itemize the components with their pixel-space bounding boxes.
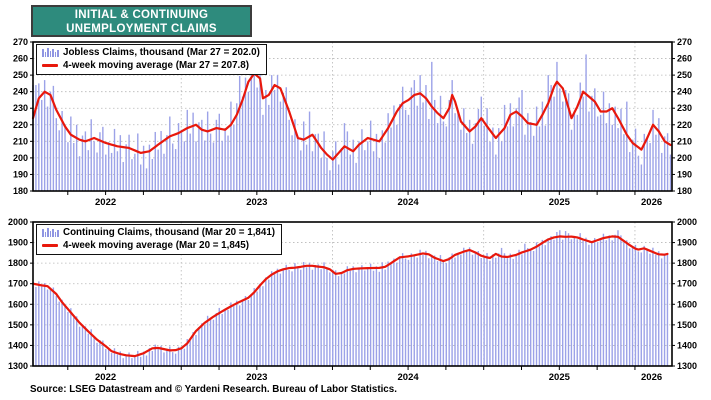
svg-text:1800: 1800 (8, 258, 28, 268)
svg-text:250: 250 (13, 70, 28, 80)
svg-text:2024: 2024 (398, 372, 420, 383)
svg-text:240: 240 (677, 87, 692, 97)
svg-text:2025: 2025 (549, 372, 571, 383)
bar-series-icon (42, 227, 59, 238)
legend-label-jobless-claims: Jobless Claims, thousand (Mar 27 = 202.0… (63, 47, 260, 58)
svg-text:240: 240 (13, 87, 28, 97)
svg-text:190: 190 (677, 169, 692, 179)
svg-text:2023: 2023 (246, 372, 267, 383)
svg-text:220: 220 (13, 120, 28, 130)
svg-text:2022: 2022 (95, 372, 116, 383)
svg-text:260: 260 (13, 54, 28, 64)
svg-text:1500: 1500 (677, 320, 697, 330)
svg-text:270: 270 (13, 37, 28, 47)
chart-title-line1: INITIAL & CONTINUING (74, 9, 209, 21)
svg-text:250: 250 (677, 70, 692, 80)
svg-text:1600: 1600 (8, 299, 28, 309)
legend-label-continuing-claims: Continuing Claims, thousand (Mar 20 = 1,… (63, 227, 276, 238)
svg-text:1900: 1900 (677, 238, 697, 248)
svg-text:2025: 2025 (549, 197, 571, 208)
svg-text:190: 190 (13, 169, 28, 179)
chart-title-line2: UNEMPLOYMENT CLAIMS (66, 23, 217, 35)
svg-text:1400: 1400 (677, 340, 697, 350)
ma-line-icon (42, 64, 58, 67)
svg-text:210: 210 (13, 136, 28, 146)
svg-text:1300: 1300 (8, 361, 28, 371)
legend-row-bars: Continuing Claims, thousand (Mar 20 = 1,… (42, 226, 275, 239)
legend-row-ma: 4-week moving average (Mar 20 = 1,845) (42, 239, 275, 252)
svg-text:2000: 2000 (8, 217, 28, 227)
svg-text:270: 270 (677, 37, 692, 47)
svg-text:2026: 2026 (641, 197, 662, 208)
svg-text:220: 220 (677, 120, 692, 130)
source-attribution: Source: LSEG Datastream and © Yardeni Re… (30, 384, 397, 395)
svg-text:1800: 1800 (677, 258, 697, 268)
svg-text:200: 200 (677, 153, 692, 163)
ma-line-icon (42, 244, 58, 247)
legend-label-jobless-ma: 4-week moving average (Mar 27 = 207.8) (63, 60, 249, 71)
legend-initial-claims: Jobless Claims, thousand (Mar 27 = 202.0… (36, 44, 267, 75)
legend-row-ma: 4-week moving average (Mar 27 = 207.8) (42, 59, 260, 72)
legend-label-continuing-ma: 4-week moving average (Mar 20 = 1,845) (63, 240, 249, 251)
svg-text:2024: 2024 (398, 197, 420, 208)
svg-text:2022: 2022 (95, 197, 116, 208)
chart-title-box: INITIAL & CONTINUING UNEMPLOYMENT CLAIMS (31, 5, 252, 37)
svg-text:1500: 1500 (8, 320, 28, 330)
svg-text:260: 260 (677, 54, 692, 64)
svg-text:180: 180 (677, 186, 692, 196)
svg-text:200: 200 (13, 153, 28, 163)
svg-text:1700: 1700 (8, 279, 28, 289)
svg-text:2026: 2026 (641, 372, 662, 383)
svg-text:230: 230 (677, 103, 692, 113)
legend-continuing-claims: Continuing Claims, thousand (Mar 20 = 1,… (36, 224, 283, 255)
legend-row-bars: Jobless Claims, thousand (Mar 27 = 202.0… (42, 46, 260, 59)
svg-text:230: 230 (13, 103, 28, 113)
svg-text:180: 180 (13, 186, 28, 196)
svg-text:2023: 2023 (246, 197, 267, 208)
svg-text:1400: 1400 (8, 340, 28, 350)
svg-text:1300: 1300 (677, 361, 697, 371)
svg-text:1700: 1700 (677, 279, 697, 289)
svg-text:1600: 1600 (677, 299, 697, 309)
svg-text:2000: 2000 (677, 217, 697, 227)
bar-series-icon (42, 47, 59, 58)
svg-text:1900: 1900 (8, 238, 28, 248)
svg-text:210: 210 (677, 136, 692, 146)
